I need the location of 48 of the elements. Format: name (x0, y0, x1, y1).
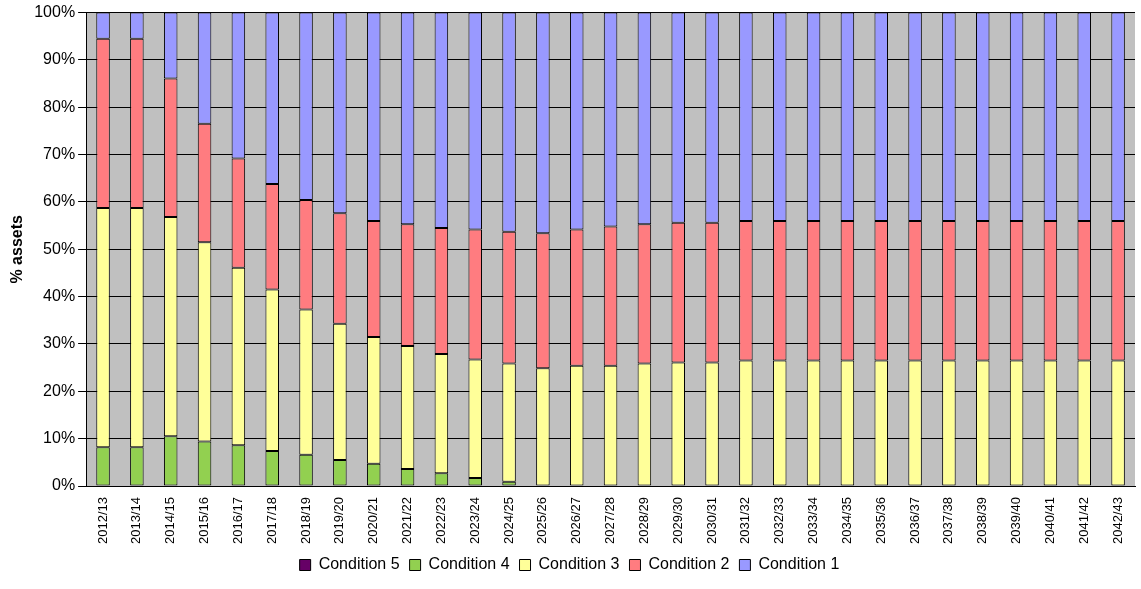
x-tick-label: 2024/25 (500, 497, 516, 545)
x-tick-label: 2028/29 (635, 497, 651, 545)
y-tick-label: 0% (52, 476, 76, 494)
y-tick-label: 70% (43, 145, 76, 163)
legend-label: Condition 3 (538, 555, 620, 573)
x-tick-label: 2025/26 (534, 497, 550, 545)
y-tick-label: 40% (43, 287, 76, 305)
x-tick-label: 2023/24 (466, 497, 482, 545)
legend-label: Condition 5 (318, 555, 400, 573)
x-tick-label: 2038/39 (974, 497, 990, 545)
y-axis-title: % assets (8, 214, 26, 284)
y-tick-label: 50% (43, 239, 76, 257)
x-tick-label: 2042/43 (1109, 497, 1125, 545)
y-tick-label: 20% (43, 381, 76, 399)
y-tick-label: 90% (43, 50, 76, 68)
x-tick-label: 2026/27 (568, 497, 584, 545)
x-tick-label: 2032/33 (771, 497, 787, 545)
x-tick-label: 2019/20 (331, 497, 347, 545)
x-tick-label: 2034/35 (838, 497, 854, 545)
x-tick-label: 2036/37 (906, 497, 922, 545)
x-tick-label: 2022/23 (432, 497, 448, 545)
x-tick-label: 2040/41 (1041, 497, 1057, 545)
x-tick-label: 2030/31 (703, 497, 719, 545)
x-tick-label: 2013/14 (128, 497, 144, 545)
x-tick-label: 2027/28 (602, 497, 618, 545)
y-tick-label: 10% (43, 429, 76, 447)
y-tick-label: 80% (43, 97, 76, 115)
x-tick-label: 2014/15 (162, 497, 178, 545)
legend-label: Condition 4 (428, 555, 510, 573)
x-tick-label: 2018/19 (297, 497, 313, 545)
x-tick-label: 2021/22 (399, 497, 415, 545)
x-tick-label: 2033/34 (805, 497, 821, 545)
x-tick-label: 2012/13 (94, 497, 110, 545)
x-tick-label: 2015/16 (196, 497, 212, 545)
x-tick-label: 2029/30 (669, 497, 685, 545)
x-tick-label: 2016/17 (229, 497, 245, 545)
legend-label: Condition 1 (758, 555, 840, 573)
x-tick-label: 2017/18 (263, 497, 279, 545)
x-tick-label: 2039/40 (1008, 497, 1024, 545)
y-tick-label: 30% (43, 334, 76, 352)
x-tick-label: 2020/21 (365, 497, 381, 545)
x-tick-label: 2031/32 (737, 497, 753, 545)
y-tick-label: 60% (43, 192, 76, 210)
x-tick-label: 2041/42 (1075, 497, 1091, 545)
y-tick-label: 100% (34, 3, 76, 21)
x-tick-label: 2035/36 (872, 497, 888, 545)
legend-label: Condition 2 (648, 555, 730, 573)
x-tick-label: 2037/38 (940, 497, 956, 545)
